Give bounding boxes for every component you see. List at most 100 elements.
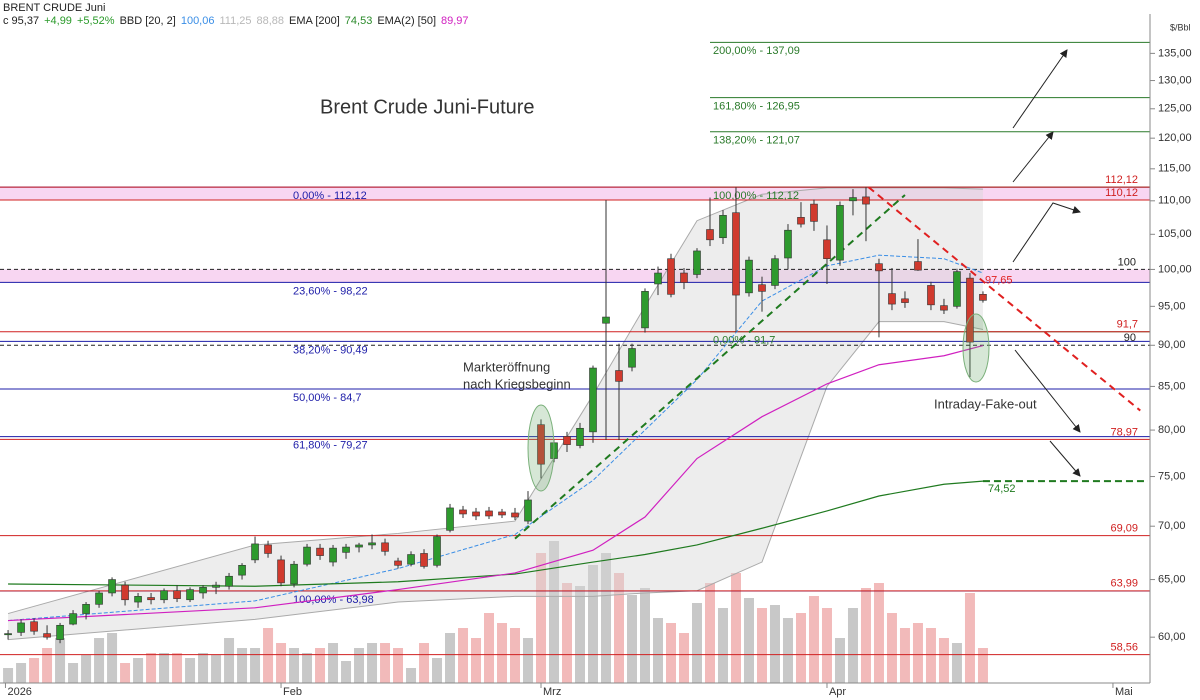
volume-bar (808, 596, 819, 683)
volume-bar (354, 648, 365, 683)
volume-bar (341, 661, 352, 683)
candle-body (563, 436, 571, 445)
arrow (1012, 131, 1054, 183)
candle-body (576, 427, 584, 446)
volume-bar (523, 638, 534, 683)
arrow (1012, 49, 1068, 129)
y-tick-label: 110,00 (1158, 195, 1191, 207)
y-tick-label: 70,00 (1158, 520, 1186, 532)
volume-bar (289, 648, 300, 683)
candle-body (420, 553, 428, 567)
level-label: 100,00% - 112,12 (713, 190, 799, 202)
volume-bar (834, 638, 845, 683)
volume-bar (717, 608, 728, 683)
candle-body (628, 348, 636, 368)
volume-bar (159, 653, 170, 683)
level-label: 112,12 (1105, 174, 1138, 186)
candle-body (732, 212, 740, 296)
y-tick-label: 60,00 (1158, 631, 1186, 643)
volume-bar (68, 663, 79, 683)
volume-bar (782, 618, 793, 683)
candle-body (186, 589, 194, 601)
candle-body (199, 587, 207, 594)
candle-body (407, 554, 415, 565)
y-tick-label: 130,00 (1158, 74, 1192, 86)
bollinger-middle (8, 254, 984, 622)
candle-body (641, 291, 649, 329)
level-label: 23,60% - 98,22 (293, 285, 368, 297)
legend-item: EMA(2) [50] (377, 15, 437, 27)
level-label: 78,97 (1110, 426, 1138, 438)
level-label: 110,12 (1105, 187, 1138, 199)
candle-body (381, 542, 389, 552)
arrow (1049, 440, 1081, 477)
volume-bar (769, 605, 780, 683)
scenario-arrows (527, 49, 1081, 492)
volume-bar (639, 588, 650, 683)
legend-item: BBD [20, 2] (119, 15, 176, 27)
volume-bar (821, 608, 832, 683)
volume-bar (42, 648, 53, 683)
ema200-line (8, 480, 984, 587)
candle-body (966, 277, 974, 343)
level-label: 161,80% - 126,95 (713, 101, 800, 113)
highlight-ellipse (962, 313, 990, 383)
volume-bar (3, 668, 14, 683)
y-tick-label: 135,00 (1158, 47, 1192, 59)
candle-body (394, 560, 402, 566)
legend-item: +4,99 (44, 15, 72, 27)
volume-bar (393, 648, 404, 683)
price-annotation: 97,65 (985, 274, 1013, 286)
zone (0, 269, 1150, 283)
volume-bar (263, 628, 274, 683)
chart-title: Brent Crude Juni-Future (320, 96, 535, 118)
x-tick-label: Mrz (543, 686, 561, 698)
candle-body (251, 543, 259, 561)
candle-body (459, 509, 467, 515)
level-label: 100,00% - 63,98 (293, 594, 374, 606)
candle-body (30, 621, 38, 632)
volume-bar (484, 613, 495, 683)
candle-body (355, 544, 363, 548)
candle-body (745, 259, 753, 294)
y-tick-label: 125,00 (1158, 103, 1192, 115)
volume-bar (795, 613, 806, 683)
bollinger-band-area (8, 187, 983, 640)
y-tick-label: 100,00 (1158, 263, 1192, 275)
volume-bar (445, 633, 456, 683)
candle-body (875, 263, 883, 272)
volume-bar (899, 628, 910, 683)
volume-bar (873, 583, 884, 683)
volume-bar (406, 668, 417, 683)
candle-body (134, 596, 142, 603)
volume-bar (925, 628, 936, 683)
legend-item: 74,53 (344, 15, 373, 27)
y-tick-label: 75,00 (1158, 470, 1186, 482)
level-label: 38,20% - 90,49 (293, 344, 368, 356)
candle-body (953, 271, 961, 307)
annotation: Markteröffnung (463, 359, 550, 374)
candle-body (173, 590, 181, 599)
y-tick-label: 115,00 (1158, 163, 1191, 175)
candle-body (121, 584, 129, 601)
level-label: 100 (1118, 256, 1136, 268)
y-tick-label: 65,00 (1158, 573, 1186, 585)
volume-bar (601, 553, 612, 683)
volume-bar (458, 628, 469, 683)
volume-bar (860, 588, 871, 683)
y-tick-label: 90,00 (1158, 339, 1186, 351)
candle-body (810, 203, 818, 222)
candle-body (82, 604, 90, 614)
candle-body (290, 563, 298, 585)
candle-body (160, 590, 168, 601)
candle-body (914, 261, 922, 271)
volume-bar (237, 648, 248, 683)
volume-bar (211, 655, 222, 683)
candle-body (927, 285, 935, 306)
candle-body (888, 293, 896, 305)
volume-bar (510, 628, 521, 683)
legend-item: 88,88 (256, 15, 285, 27)
volume-bar (886, 613, 897, 683)
candle-body (654, 272, 662, 285)
